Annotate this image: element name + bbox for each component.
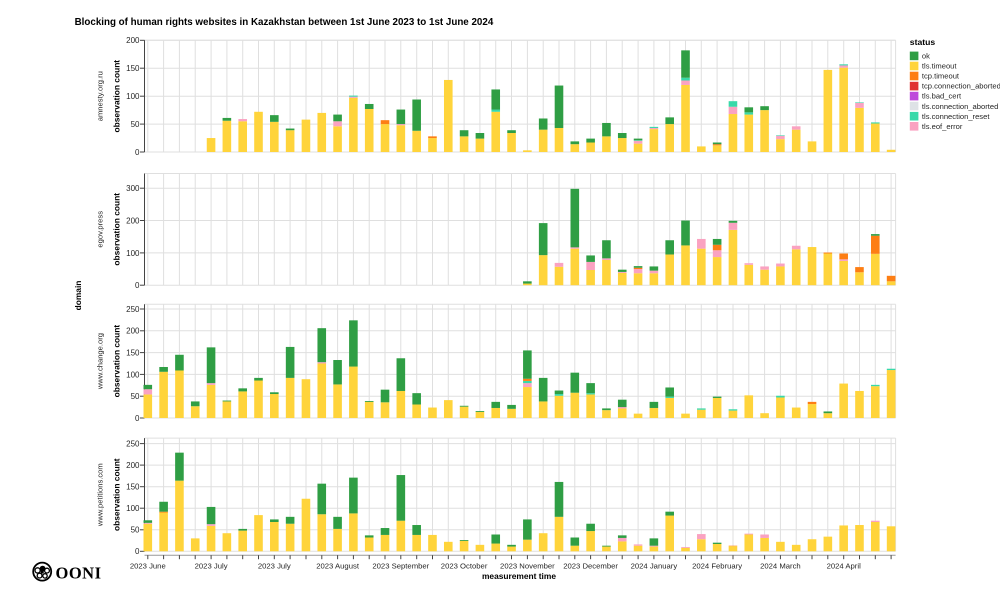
svg-text:observation count: observation count [112,193,122,266]
svg-text:tls.timeout: tls.timeout [922,62,957,71]
svg-text:2023 June: 2023 June [130,562,166,571]
svg-text:100: 100 [126,370,140,379]
svg-text:50: 50 [131,526,140,535]
svg-text:OONI: OONI [56,564,102,583]
svg-text:2023 October: 2023 October [441,562,488,571]
svg-text:200: 200 [126,216,140,225]
svg-text:100: 100 [126,504,140,513]
svg-text:0: 0 [135,547,140,556]
svg-text:status: status [910,37,936,47]
svg-text:50: 50 [131,392,140,401]
svg-text:2024 March: 2024 March [760,562,801,571]
svg-text:150: 150 [126,64,140,73]
svg-text:tcp.timeout: tcp.timeout [922,72,960,81]
svg-text:300: 300 [126,184,140,193]
svg-text:tcp.connection_aborted: tcp.connection_aborted [922,82,1000,91]
svg-text:observation count: observation count [112,325,122,398]
svg-text:100: 100 [126,249,140,258]
svg-text:2023 July: 2023 July [195,562,228,571]
svg-text:tls.eof_error: tls.eof_error [922,122,963,131]
svg-text:2023 August: 2023 August [316,562,360,571]
svg-text:observation count: observation count [112,458,122,531]
svg-text:tls.connection_aborted: tls.connection_aborted [922,102,998,111]
svg-text:0: 0 [135,281,140,290]
svg-text:0: 0 [135,148,140,157]
svg-text:0: 0 [135,414,140,423]
svg-text:www.petitions.com: www.petitions.com [96,463,105,527]
svg-text:2024 April: 2024 April [827,562,861,571]
svg-text:domain: domain [73,281,83,311]
svg-text:2023 December: 2023 December [563,562,618,571]
svg-text:2024 January: 2024 January [631,562,678,571]
svg-text:200: 200 [126,461,140,470]
svg-text:2023 November: 2023 November [500,562,555,571]
svg-text:150: 150 [126,483,140,492]
svg-text:ok: ok [922,52,930,61]
svg-text:Blocking of human rights websi: Blocking of human rights websites in Kaz… [75,17,494,28]
svg-text:2023 September: 2023 September [372,562,429,571]
svg-text:egov.press: egov.press [96,211,105,248]
svg-text:measurement time: measurement time [482,571,556,581]
svg-text:200: 200 [126,327,140,336]
svg-text:tls.bad_cert: tls.bad_cert [922,92,962,101]
svg-text:amnesty.org.ru: amnesty.org.ru [96,71,105,121]
svg-text:200: 200 [126,36,140,45]
svg-text:150: 150 [126,349,140,358]
svg-text:observation count: observation count [112,60,122,133]
svg-text:250: 250 [126,305,140,314]
svg-text:100: 100 [126,92,140,101]
svg-text:50: 50 [131,120,140,129]
svg-text:250: 250 [126,440,140,449]
svg-text:2024 February: 2024 February [692,562,742,571]
svg-text:www.change.org: www.change.org [96,333,105,390]
svg-text:2023 July: 2023 July [258,562,291,571]
svg-text:tls.connection_reset: tls.connection_reset [922,112,990,121]
